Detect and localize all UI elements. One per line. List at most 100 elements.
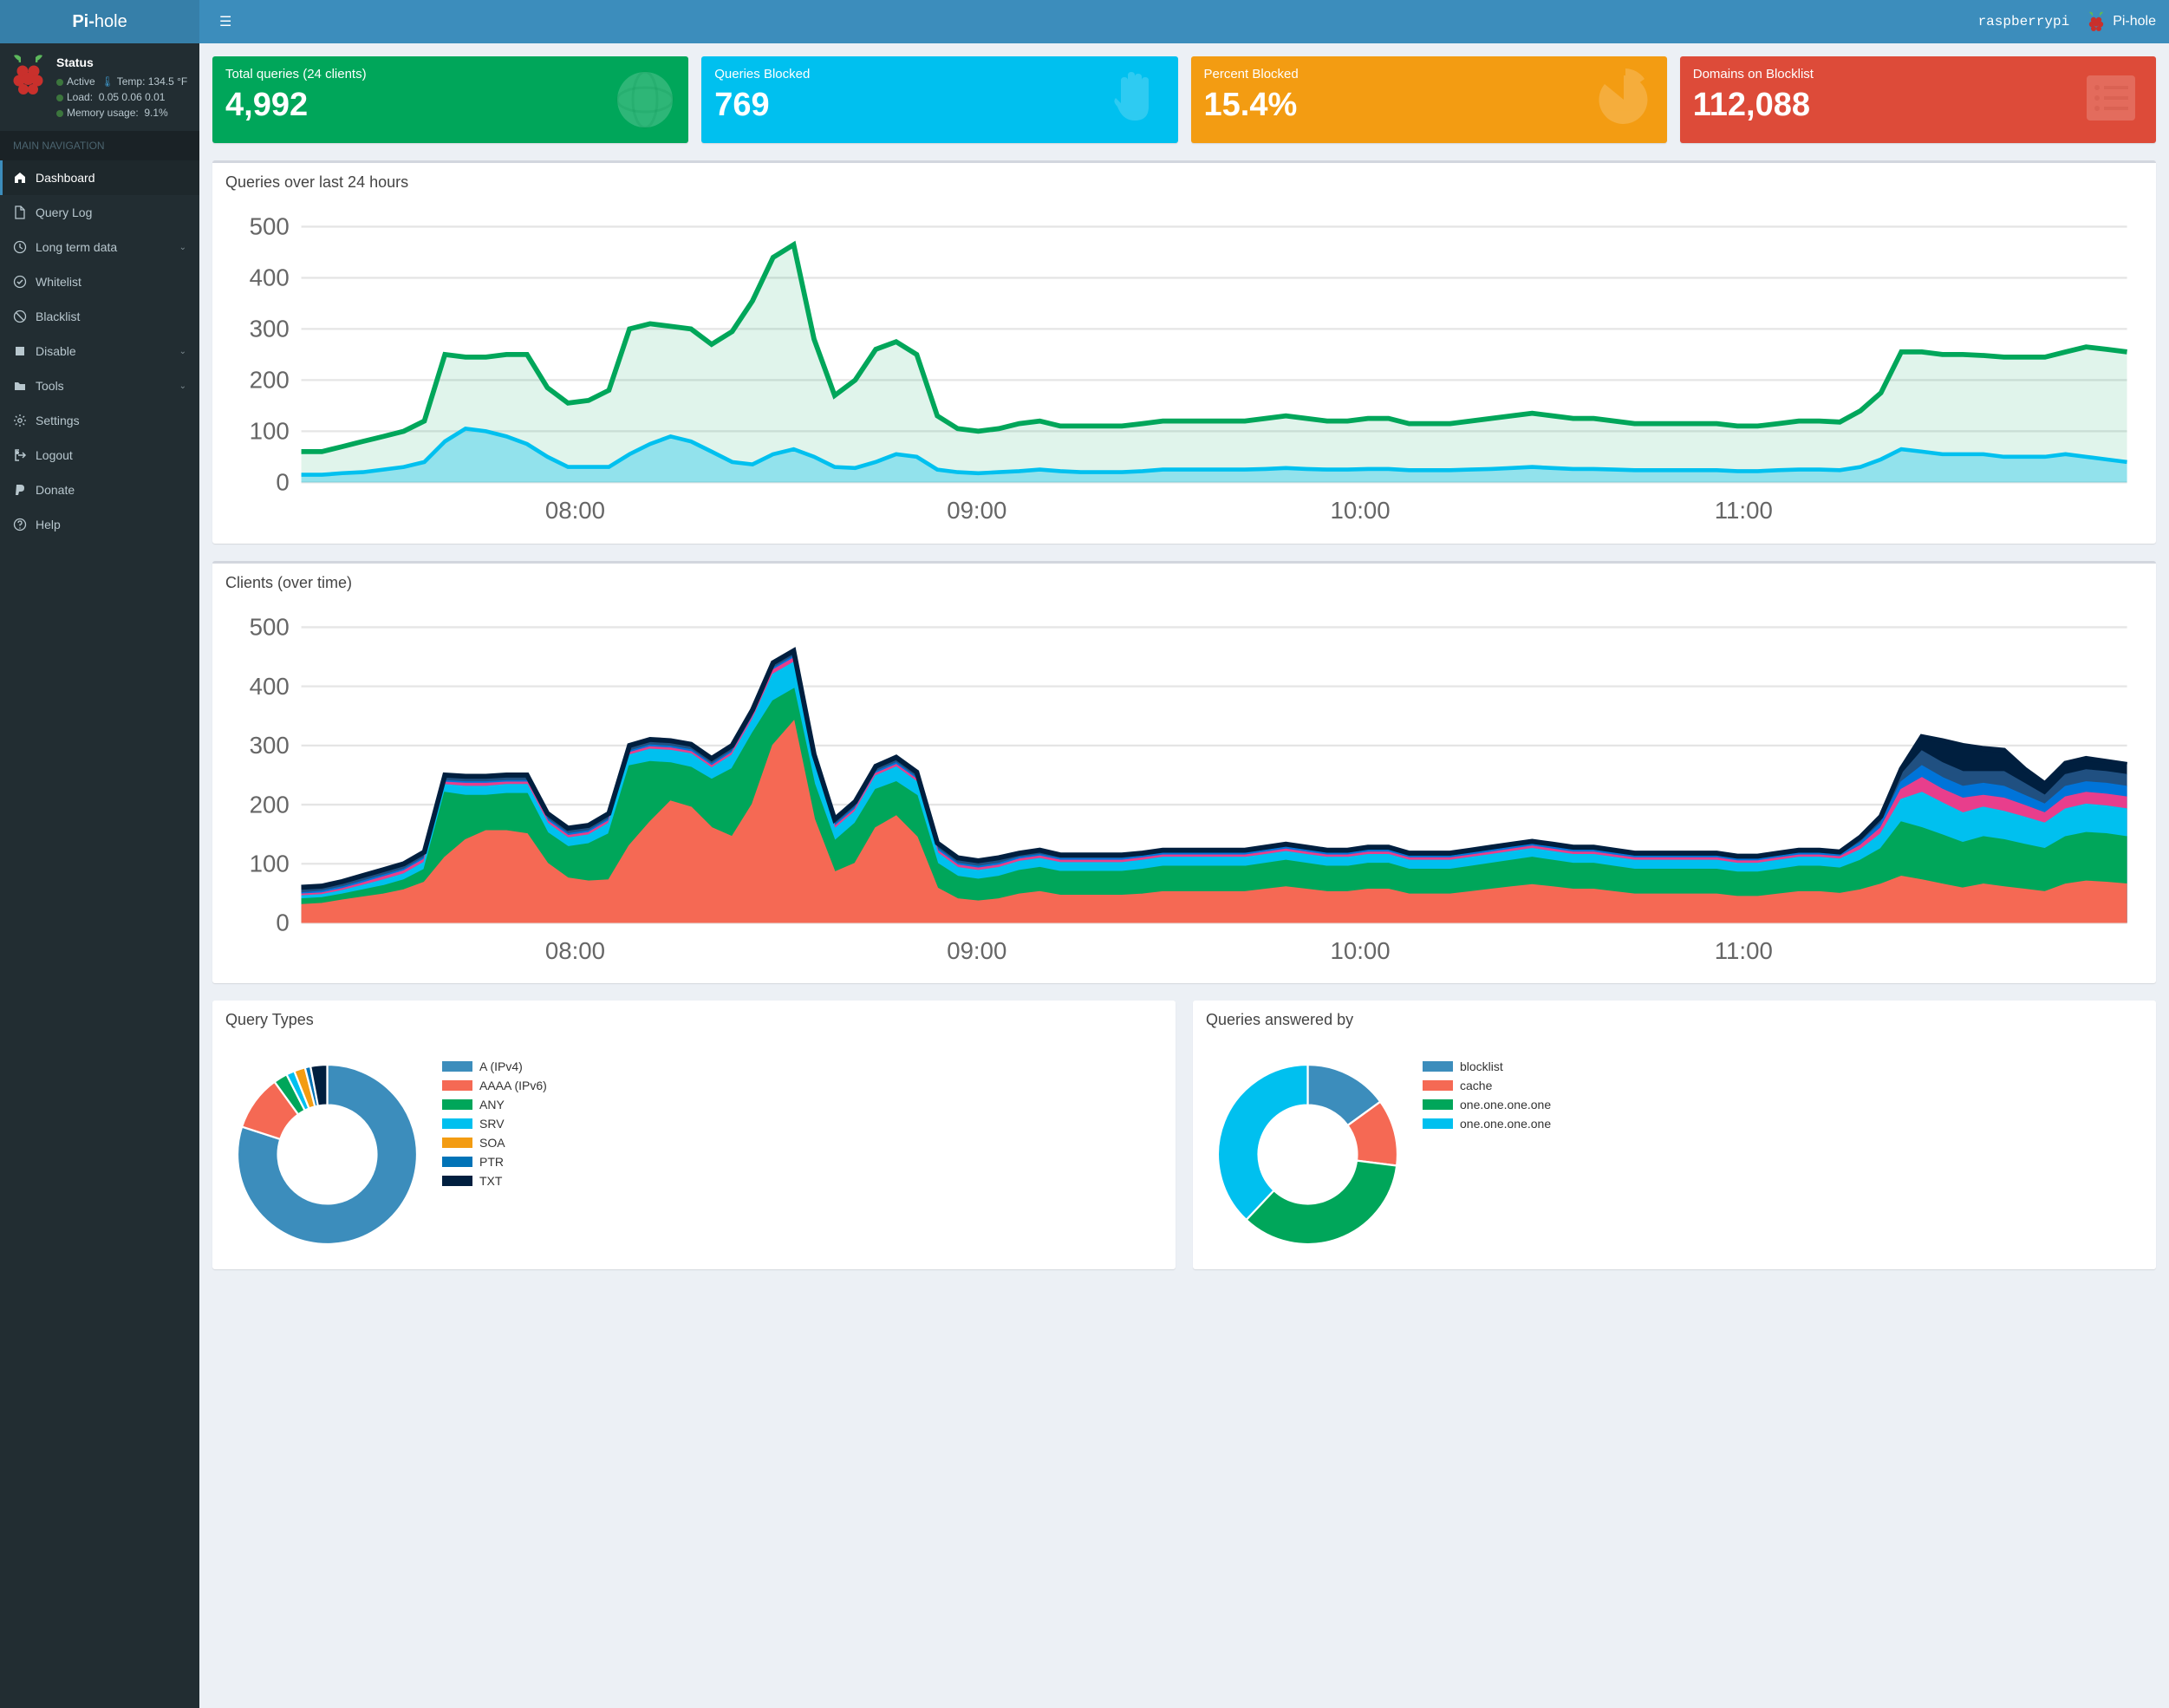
ban-icon: [13, 310, 27, 323]
sidebar-item-label: Settings: [36, 414, 80, 427]
logout-icon: [13, 448, 27, 462]
svg-text:11:00: 11:00: [1715, 497, 1773, 524]
nav-brand[interactable]: Pi-hole: [2087, 11, 2156, 32]
sidebar-item-label: Blacklist: [36, 310, 80, 323]
file-icon: [13, 205, 27, 219]
legend-item[interactable]: one.one.one.one: [1423, 1114, 1551, 1133]
sidebar-item-donate[interactable]: Donate: [0, 473, 199, 507]
logo-prefix: Pi-: [72, 12, 94, 31]
list-icon: [2078, 65, 2147, 134]
legend-label: one.one.one.one: [1460, 1098, 1551, 1112]
status-dot-icon: [56, 95, 63, 101]
chevron-down-icon: ⌄: [179, 243, 186, 252]
queries-chart-title: Queries over last 24 hours: [212, 163, 2156, 202]
legend-label: A (IPv4): [479, 1059, 523, 1073]
navbar-right: raspberrypi Pi-hole: [1978, 11, 2156, 32]
legend-item[interactable]: one.one.one.one: [1423, 1095, 1551, 1114]
svg-text:10:00: 10:00: [1330, 497, 1390, 524]
navbar: ☰ raspberrypi Pi-hole: [199, 0, 2169, 43]
stat-value: 769: [714, 87, 1164, 124]
legend-item[interactable]: blocklist: [1423, 1057, 1551, 1076]
answered-by-box: Queries answered by blocklistcache one.on…: [1193, 1001, 2156, 1269]
stat-box[interactable]: Queries Blocked 769: [701, 56, 1177, 143]
legend-label: PTR: [479, 1155, 504, 1169]
stat-label: Queries Blocked: [714, 67, 1164, 81]
svg-text:09:00: 09:00: [947, 497, 1006, 524]
stat-label: Domains on Blocklist: [1693, 67, 2143, 81]
stat-value: 112,088: [1693, 87, 2143, 124]
stat-label: Total queries (24 clients): [225, 67, 675, 81]
status-line-mem: Memory usage: 9.1%: [56, 105, 187, 121]
query-types-title: Query Types: [212, 1001, 1176, 1040]
queries-chart-box: Queries over last 24 hours 0100200300400…: [212, 160, 2156, 544]
sidebar-item-label: Tools: [36, 379, 64, 393]
sidebar-item-settings[interactable]: Settings: [0, 403, 199, 438]
sidebar-item-logout[interactable]: Logout: [0, 438, 199, 473]
svg-text:200: 200: [250, 367, 290, 394]
check-circle-icon: [13, 275, 27, 289]
legend-item[interactable]: PTR: [442, 1152, 547, 1171]
legend-item[interactable]: A (IPv4): [442, 1057, 547, 1076]
answered-by-body: blocklistcache one.one.one.one one.one.one…: [1193, 1040, 2156, 1269]
stats-row: Total queries (24 clients)4,992Queries B…: [212, 56, 2156, 143]
sidebar-item-label: Donate: [36, 483, 75, 497]
sidebar-item-label: Whitelist: [36, 275, 81, 289]
sidebar-item-disable[interactable]: Disable⌄: [0, 334, 199, 368]
sidebar-menu: Dashboard Query Log Long term data⌄ Whiteli…: [0, 160, 199, 542]
svg-text:300: 300: [250, 316, 290, 342]
content: Total queries (24 clients)4,992Queries B…: [199, 43, 2169, 1708]
svg-text:08:00: 08:00: [545, 937, 605, 964]
main-header: Pi-hole ☰ raspberrypi Pi-hole: [0, 0, 2169, 43]
legend-label: one.one.one.one: [1460, 1117, 1551, 1131]
legend-item[interactable]: TXT: [442, 1171, 547, 1190]
answered-by-legend: blocklistcache one.one.one.one one.one.one…: [1423, 1057, 1551, 1133]
legend-item[interactable]: cache: [1423, 1076, 1551, 1095]
legend-item[interactable]: SOA: [442, 1133, 547, 1152]
home-icon: [13, 171, 27, 185]
sidebar-item-label: Help: [36, 518, 61, 531]
sidebar-item-query-log[interactable]: Query Log: [0, 195, 199, 230]
stat-box[interactable]: Domains on Blocklist 112,088: [1680, 56, 2156, 143]
legend-item[interactable]: ANY: [442, 1095, 547, 1114]
legend-label: SRV: [479, 1117, 505, 1131]
clients-chart-title: Clients (over time): [212, 564, 2156, 603]
legend-item[interactable]: SRV: [442, 1114, 547, 1133]
status-info: Status Active 🌡 Temp: 134.5 °F Load: 0.0…: [56, 54, 187, 121]
queries-chart-body: 010020030040050008:0009:0010:0011:00: [212, 202, 2156, 544]
nav-header: MAIN NAVIGATION: [0, 131, 199, 160]
answered-by-title: Queries answered by: [1193, 1001, 2156, 1040]
legend-swatch: [442, 1138, 472, 1148]
legend-swatch: [1423, 1061, 1453, 1072]
legend-swatch: [442, 1157, 472, 1167]
sidebar-item-blacklist[interactable]: Blacklist: [0, 299, 199, 334]
sidebar-item-tools[interactable]: Tools ⌄: [0, 368, 199, 403]
chevron-down-icon: ⌄: [179, 381, 186, 391]
hostname[interactable]: raspberrypi: [1978, 14, 2070, 29]
legend-item[interactable]: AAAA (IPv6): [442, 1076, 547, 1095]
sidebar-item-long-term-data[interactable]: Long term data⌄: [0, 230, 199, 264]
sidebar-item-whitelist[interactable]: Whitelist: [0, 264, 199, 299]
status-title: Status: [56, 54, 187, 72]
svg-text:100: 100: [250, 850, 290, 877]
stat-value: 15.4%: [1204, 87, 1654, 124]
status-line-load: Load: 0.05 0.06 0.01: [56, 89, 187, 105]
legend-label: AAAA (IPv6): [479, 1079, 547, 1092]
sidebar-item-label: Logout: [36, 448, 73, 462]
legend-swatch: [442, 1118, 472, 1129]
svg-text:500: 500: [250, 613, 290, 640]
hand-icon: [1100, 65, 1169, 134]
globe-icon: [610, 65, 680, 134]
stat-box[interactable]: Percent Blocked15.4%: [1191, 56, 1667, 143]
svg-text:400: 400: [250, 673, 290, 700]
sidebar-item-help[interactable]: Help: [0, 507, 199, 542]
status-panel: Status Active 🌡 Temp: 134.5 °F Load: 0.0…: [0, 43, 199, 131]
svg-text:11:00: 11:00: [1715, 937, 1773, 964]
sidebar-item-label: Query Log: [36, 205, 92, 219]
hamburger-icon[interactable]: ☰: [212, 6, 238, 37]
sidebar-item-dashboard[interactable]: Dashboard: [0, 160, 199, 195]
legend-label: TXT: [479, 1174, 502, 1188]
stat-box[interactable]: Total queries (24 clients)4,992: [212, 56, 688, 143]
logo[interactable]: Pi-hole: [0, 0, 199, 43]
legend-label: SOA: [479, 1136, 505, 1150]
sidebar: Status Active 🌡 Temp: 134.5 °F Load: 0.0…: [0, 43, 199, 1708]
